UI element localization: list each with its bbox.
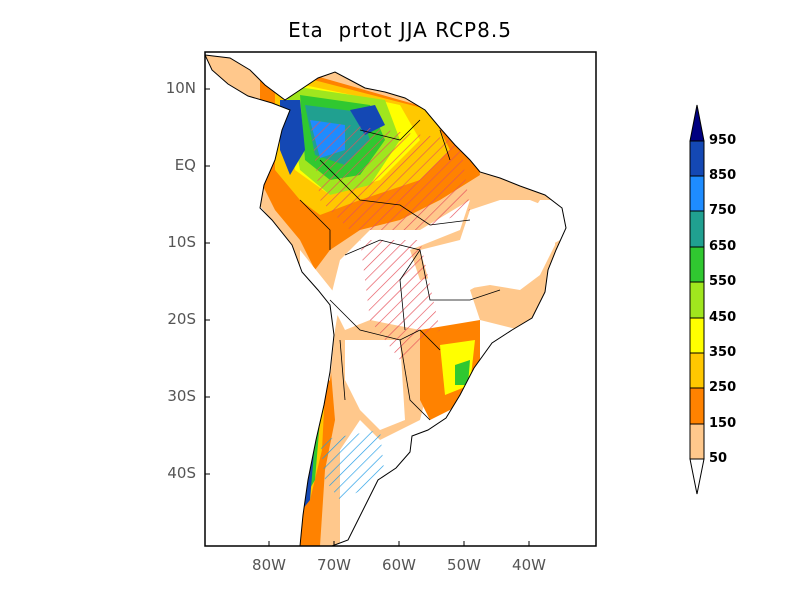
- lon-label: 40W: [512, 556, 546, 574]
- colorbar-swatch: [689, 352, 705, 389]
- significance-hatch-positive: [310, 120, 470, 230]
- colorbar-label: 550: [709, 274, 737, 289]
- lon-label: 60W: [382, 556, 416, 574]
- colorbar-label: 750: [709, 203, 737, 218]
- colorbar-label: 150: [709, 416, 737, 431]
- colorbar-label: 50: [709, 451, 728, 466]
- colorbar-swatch: [689, 281, 705, 319]
- colorbar-label: 950: [709, 133, 737, 148]
- colorbar-swatch: [689, 175, 705, 212]
- significance-hatch-negative: [320, 430, 385, 500]
- map-frame: [204, 51, 597, 547]
- country-borders: [299, 119, 501, 421]
- colorbar-label: 450: [709, 310, 737, 325]
- colorbar-swatch: [689, 387, 705, 425]
- lat-label: 20S: [167, 310, 196, 328]
- lat-label: 30S: [167, 387, 196, 405]
- colorbar-label: 250: [709, 380, 737, 395]
- precip-field: [205, 55, 566, 546]
- lat-label: EQ: [174, 156, 196, 174]
- lon-label: 70W: [317, 556, 351, 574]
- colorbar-label: 350: [709, 345, 737, 360]
- lat-label: 10S: [167, 233, 196, 251]
- colorbar-swatch: [689, 140, 705, 177]
- colorbar-label: 850: [709, 168, 737, 183]
- colorbar-swatch: [689, 317, 705, 354]
- colorbar-swatch: [689, 458, 705, 495]
- colorbar-swatch: [689, 104, 705, 142]
- lon-label: 80W: [252, 556, 286, 574]
- map-title: Eta prtot JJA RCP8.5: [288, 18, 512, 42]
- colorbar-swatch: [689, 210, 705, 248]
- colorbar: [689, 104, 705, 495]
- lat-label: 40S: [167, 464, 196, 482]
- colorbar-swatch: [689, 246, 705, 283]
- lat-label: 10N: [165, 79, 196, 97]
- lon-label: 50W: [447, 556, 481, 574]
- colorbar-label: 650: [709, 239, 737, 254]
- colorbar-swatch: [689, 423, 705, 460]
